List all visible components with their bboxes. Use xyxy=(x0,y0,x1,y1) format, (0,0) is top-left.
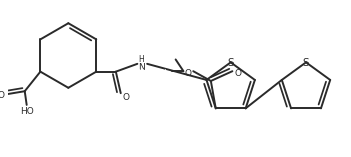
Text: O: O xyxy=(0,91,5,100)
Text: HO: HO xyxy=(20,107,34,116)
Text: S: S xyxy=(303,58,309,68)
Text: O: O xyxy=(122,93,129,102)
Text: methoxy: methoxy xyxy=(133,67,167,76)
Text: N: N xyxy=(138,63,145,72)
Text: H: H xyxy=(138,55,144,64)
Text: S: S xyxy=(227,58,234,68)
Text: O: O xyxy=(185,69,192,78)
Text: O: O xyxy=(235,69,242,78)
